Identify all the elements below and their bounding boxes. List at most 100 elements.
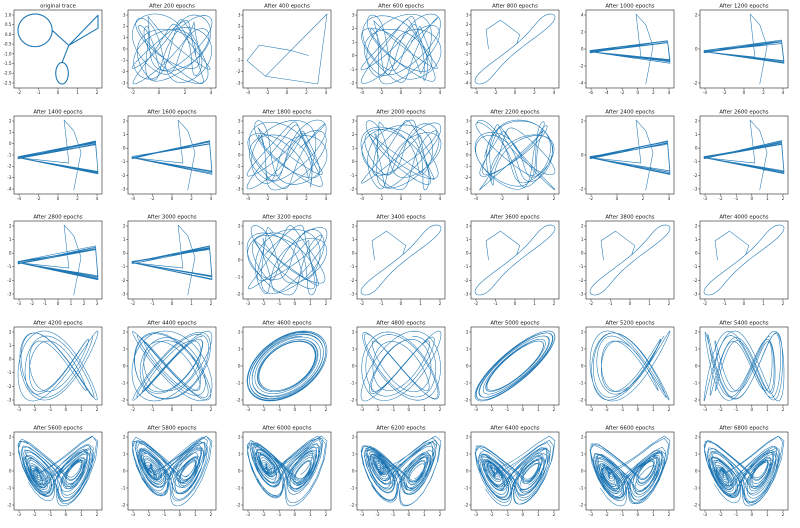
x-tick-label: 2 [305, 90, 308, 95]
x-tick-label: -2 [33, 407, 38, 412]
y-tick-label: 2 [352, 132, 355, 137]
y-tick-label: -3 [122, 292, 127, 297]
x-tick-label: 1 [309, 407, 312, 412]
y-tick-label: -2 [236, 503, 241, 508]
chart-title: After 800 epochs [492, 3, 538, 9]
y-tick-label: 0 [123, 46, 126, 51]
y-tick-label: 2 [9, 224, 12, 229]
y-tick-label: 1 [9, 343, 12, 348]
trace-chart: After 1600 epochs -4 -2 0 2 4 2 1 0 -1 -2 -3 [122, 109, 217, 201]
y-tick-label: -2 [693, 172, 698, 177]
y-tick-label: 2 [695, 224, 698, 229]
x-tick-label: -3 [703, 196, 708, 201]
y-tick-label: 2 [123, 24, 126, 29]
x-tick-label: 4 [439, 196, 442, 201]
y-tick-label: -2 [579, 186, 584, 191]
y-tick-label: 0 [237, 46, 240, 51]
y-tick-label: -3 [7, 292, 12, 297]
y-tick-label: 1 [352, 452, 355, 457]
trace-line [132, 119, 213, 190]
y-tick-label: 2 [695, 329, 698, 334]
x-tick-label: 2 [439, 513, 442, 518]
y-tick-label: -3 [7, 175, 12, 180]
trace-chart: After 6000 epochs -3 -2 -1 0 1 2 2 1 0 -1 -2 [236, 426, 331, 518]
x-tick-label: 0 [407, 407, 410, 412]
y-tick-label: -3 [693, 186, 698, 191]
chart-title: After 6600 epochs [605, 426, 654, 432]
x-tick-label: 1 [537, 407, 540, 412]
trace-chart: After 3600 epochs -2 -1 0 1 2 2 1 0 -1 -2 -3 [465, 215, 560, 306]
y-tick-label: -1 [693, 159, 698, 164]
trace-chart: After 4400 epochs -2 -1 0 1 2 2 1 0 -1 -2 [122, 320, 217, 412]
trace-line [589, 436, 670, 507]
x-tick-label: -3 [703, 513, 708, 518]
x-tick-label: 1 [423, 513, 426, 518]
x-tick-label: -2 [490, 513, 495, 518]
y-tick-label: 2 [580, 224, 583, 229]
trace-panel: After 4800 epochs -3 -2 -1 0 1 2 2 1 0 -1 -2 [343, 317, 457, 423]
x-tick-label: 4 [553, 90, 556, 95]
y-tick-label: 2 [352, 224, 355, 229]
y-tick-label: -1 [122, 486, 127, 491]
x-tick-label: 0 [57, 301, 60, 306]
x-tick-label: 2 [553, 513, 556, 518]
y-tick-label: -2 [236, 69, 241, 74]
trace-chart: After 1800 epochs -4 -2 0 2 4 3 2 1 0 -1 -2 -3 [236, 109, 331, 201]
y-tick-label: 2 [9, 118, 12, 123]
trace-panel: After 3600 epochs -2 -1 0 1 2 2 1 0 -1 -2 -3 [457, 211, 571, 317]
y-tick-label: 2 [695, 12, 698, 17]
trace-line [132, 224, 213, 296]
x-tick-label: -3 [17, 513, 22, 518]
x-tick-label: 0 [527, 196, 530, 201]
y-tick-label: 1 [466, 141, 469, 146]
x-tick-label: -2 [131, 407, 136, 412]
y-tick-label: 1 [237, 452, 240, 457]
x-tick-label: 0 [64, 513, 67, 518]
x-tick-label: -1 [43, 301, 48, 306]
y-tick-label: -1 [465, 51, 470, 56]
trace-chart: After 4800 epochs -3 -2 -1 0 1 2 2 1 0 -1 -2 [350, 320, 446, 412]
y-tick-label: -2 [7, 384, 12, 389]
trace-chart: After 400 epochs -4 -2 0 2 4 3 2 1 0 -1 -2 -3 [236, 3, 331, 95]
x-tick-label: -1 [48, 513, 53, 518]
x-tick-label: 0 [400, 90, 403, 95]
y-tick-label: -0.5 [3, 42, 12, 47]
trace-panel: After 5000 epochs -3 -2 -1 0 1 2 2 1 0 -1 -2 [457, 317, 571, 423]
y-tick-label: 3 [466, 12, 469, 17]
trace-panel: After 5400 epochs -3 -2 -1 0 1 2 2 1 0 -1 -2 [686, 317, 800, 423]
y-tick-label: 1 [695, 346, 698, 351]
y-tick-label: 1 [352, 237, 355, 242]
trace-panel: After 6000 epochs -3 -2 -1 0 1 2 2 1 0 -1 -2 [229, 422, 343, 528]
x-tick-label: 2 [439, 301, 442, 306]
x-tick-label: -2 [33, 513, 38, 518]
y-tick-label: 1 [123, 346, 126, 351]
x-tick-label: 2 [210, 513, 213, 518]
x-tick-label: 0 [171, 407, 174, 412]
x-tick-label: 0 [293, 301, 296, 306]
y-tick-label: -1 [579, 486, 584, 491]
trace-chart: After 6600 epochs -3 -2 -1 0 1 2 2 1 0 -1 -2 [579, 426, 674, 518]
trace-chart: After 200 epochs -2 0 2 4 3 2 1 0 -1 -2 -3 [122, 3, 217, 95]
y-tick-label: 1 [123, 237, 126, 242]
y-tick-label: -4 [7, 186, 12, 191]
chart-title: After 400 epochs [264, 3, 310, 9]
x-tick-label: 2 [324, 301, 327, 306]
chart-title: After 4800 epochs [376, 320, 425, 326]
y-tick-label: -3 [236, 80, 241, 85]
y-tick-label: 2 [352, 435, 355, 440]
trace-line [246, 330, 327, 402]
x-tick-label: 2 [324, 513, 327, 518]
y-tick-label: 2 [123, 224, 126, 229]
x-tick-label: 2 [781, 301, 784, 306]
plot-frame [242, 9, 331, 89]
trace-line [360, 13, 442, 85]
trace-panel: After 2000 epochs -4 -2 0 2 4 3 2 1 0 -1 -2 [343, 106, 457, 212]
x-tick-label: -2 [360, 301, 365, 306]
x-tick-label: 0 [742, 301, 745, 306]
x-tick-label: -2 [36, 196, 41, 201]
y-tick-label: -3 [465, 71, 470, 76]
x-tick-label: 4 [210, 196, 213, 201]
x-tick-label: 2 [324, 407, 327, 412]
y-tick-label: 1 [466, 237, 469, 242]
y-tick-label: 2 [466, 435, 469, 440]
